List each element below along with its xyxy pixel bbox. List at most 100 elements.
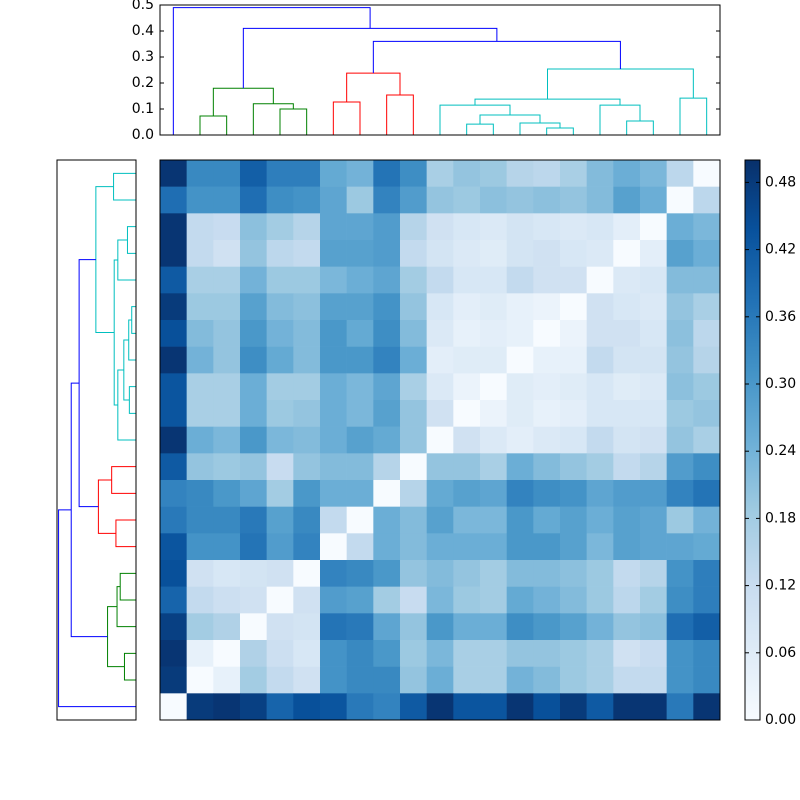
y-tick-label: 0.3 (132, 49, 154, 65)
heatmap-cell (586, 640, 614, 667)
heatmap-cell (266, 506, 294, 534)
heatmap-cell (560, 160, 587, 187)
heatmap-cell (533, 586, 561, 614)
heatmap-cell (560, 213, 587, 241)
heatmap-cell (160, 400, 187, 427)
heatmap-cell (506, 453, 534, 481)
y-tick-label: 0.4 (132, 23, 154, 39)
heatmap-cell (560, 506, 587, 534)
heatmap-cell (640, 586, 667, 614)
heatmap-cell (213, 560, 241, 587)
heatmap-cell (613, 586, 641, 614)
heatmap-cell (346, 186, 374, 214)
heatmap-cell (240, 266, 267, 294)
heatmap-cell (266, 293, 294, 321)
dendrogram-link (172, 7, 371, 135)
heatmap-cell (266, 346, 294, 374)
heatmap-cell (506, 186, 534, 214)
heatmap-cell (320, 613, 347, 641)
heatmap-cell (560, 266, 587, 294)
dendrogram-link (128, 319, 136, 361)
heatmap-cell (560, 586, 587, 614)
heatmap-cell (693, 293, 721, 321)
heatmap-cell (453, 506, 481, 534)
heatmap-cell (186, 693, 214, 721)
heatmap-cell (693, 480, 721, 507)
heatmap-cell (266, 666, 294, 694)
heatmap-cell (186, 266, 214, 294)
heatmap-cell (453, 640, 481, 667)
heatmap-cell (560, 533, 587, 561)
heatmap-cell (506, 266, 534, 294)
heatmap-cell (453, 240, 481, 267)
heatmap-cell (613, 160, 641, 187)
heatmap-cell (400, 240, 427, 267)
heatmap-cell (560, 346, 587, 374)
y-tick-label: 0.1 (132, 101, 154, 117)
heatmap-cell (240, 453, 267, 481)
heatmap-cell (613, 346, 641, 374)
heatmap-cell (693, 640, 721, 667)
heatmap-cell (693, 213, 721, 241)
dendrogram-link (131, 306, 136, 334)
heatmap-cell (186, 506, 214, 534)
heatmap-cell (586, 533, 614, 561)
heatmap-cell (240, 480, 267, 507)
heatmap-cell (213, 506, 241, 534)
heatmap-cell (213, 453, 241, 481)
dendrogram-link (113, 172, 136, 201)
heatmap-cell (186, 426, 214, 454)
heatmap-cell (186, 320, 214, 347)
heatmap-cell (480, 426, 507, 454)
heatmap-cell (346, 640, 374, 667)
heatmap-cell (346, 160, 374, 187)
heatmap-cell (693, 560, 721, 587)
heatmap-cell (213, 373, 241, 401)
heatmap-cell (186, 640, 214, 667)
heatmap-cell (400, 506, 427, 534)
heatmap-cell (293, 320, 321, 347)
heatmap-cell (373, 613, 401, 641)
heatmap-cell (640, 266, 667, 294)
dendrogram-link (117, 369, 136, 441)
heatmap-frame (159, 159, 721, 721)
heatmap-cell (186, 613, 214, 641)
heatmap-cell (693, 586, 721, 614)
heatmap-cell (240, 426, 267, 454)
heatmap-cell (160, 426, 187, 454)
heatmap-cell (346, 506, 374, 534)
heatmap-cell (586, 400, 614, 427)
colorbar-tick-label: 0.36 (765, 309, 796, 325)
heatmap-cell (640, 506, 667, 534)
heatmap-cell (240, 506, 267, 534)
heatmap-cell (453, 426, 481, 454)
heatmap-cell (693, 186, 721, 214)
heatmap-cell (533, 480, 561, 507)
heatmap-cell (586, 346, 614, 374)
heatmap-cell (373, 373, 401, 401)
heatmap-cell (213, 400, 241, 427)
heatmap-cell (373, 266, 401, 294)
heatmap-cell (373, 533, 401, 561)
heatmap-cell (426, 293, 454, 321)
heatmap-cell (693, 373, 721, 401)
heatmap-cell (640, 666, 667, 694)
heatmap-cell (426, 533, 454, 561)
heatmap-cell (373, 346, 401, 374)
heatmap-cell (613, 373, 641, 401)
heatmap-cell (346, 453, 374, 481)
heatmap-cell (453, 453, 481, 481)
heatmap-cell (160, 266, 187, 294)
heatmap-cell (586, 240, 614, 267)
heatmap-cell (693, 666, 721, 694)
heatmap-cell (666, 160, 694, 187)
heatmap-cell (346, 560, 374, 587)
heatmap-cell (453, 666, 481, 694)
heatmap-cell (480, 453, 507, 481)
heatmap-cell (480, 186, 507, 214)
heatmap-cell (426, 640, 454, 667)
heatmap-cell (640, 533, 667, 561)
heatmap-cell (480, 586, 507, 614)
heatmap-cell (373, 160, 401, 187)
heatmap-cell (320, 186, 347, 214)
